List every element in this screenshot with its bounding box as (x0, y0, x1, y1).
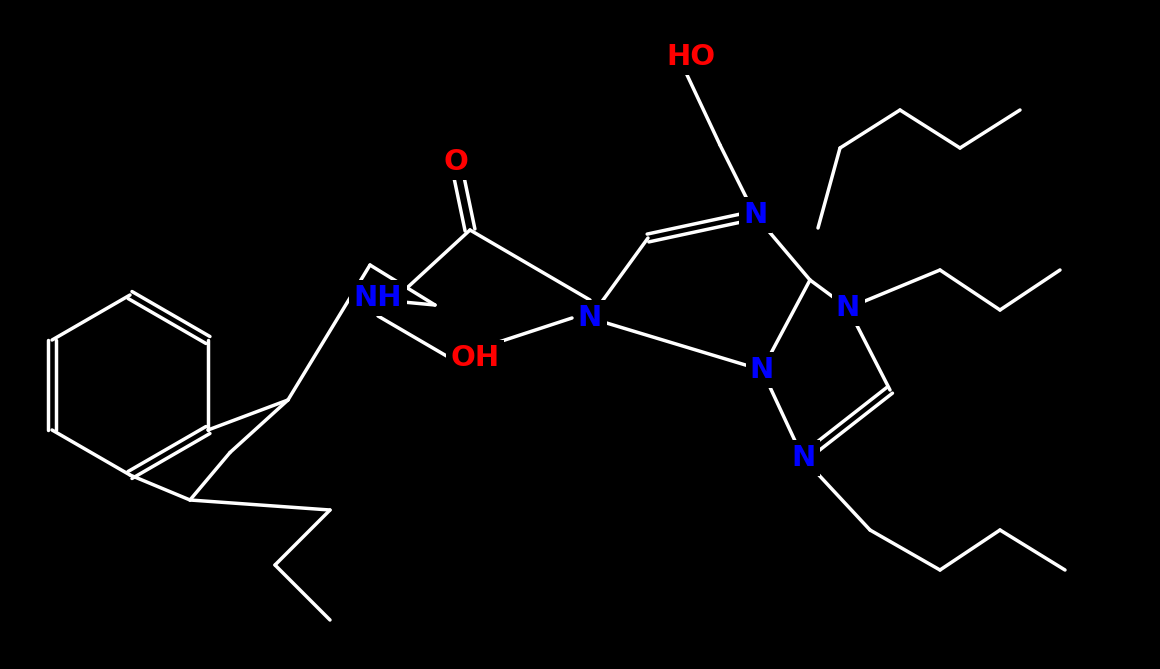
Text: O: O (443, 148, 469, 176)
Text: N: N (749, 356, 774, 384)
Text: NH: NH (354, 284, 403, 312)
Text: N: N (742, 201, 767, 229)
Text: N: N (791, 444, 815, 472)
Text: N: N (836, 294, 860, 322)
Text: N: N (578, 304, 602, 332)
Text: OH: OH (450, 344, 499, 372)
Text: HO: HO (666, 43, 715, 71)
